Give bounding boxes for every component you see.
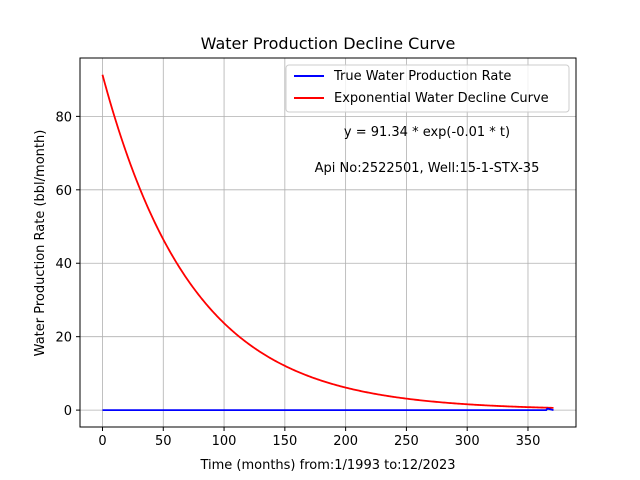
decline-curve-line bbox=[101, 74, 554, 409]
x-tick-label: 350 bbox=[516, 434, 541, 449]
x-tick-label: 100 bbox=[212, 434, 237, 449]
y-axis: 0 20 40 60 80 bbox=[55, 110, 80, 419]
legend-box bbox=[285, 64, 570, 113]
x-tick-label: 0 bbox=[98, 434, 106, 449]
legend-label-decline-curve: Exponential Water Decline Curve bbox=[334, 91, 549, 106]
y-tick-label: 0 bbox=[64, 404, 72, 419]
x-tick-label: 50 bbox=[155, 434, 172, 449]
y-tick-label: 40 bbox=[55, 257, 72, 272]
y-tick-label: 20 bbox=[55, 331, 72, 346]
chart-title: Water Production Decline Curve bbox=[201, 34, 456, 53]
legend: True Water Production Rate Exponential W… bbox=[285, 64, 570, 113]
x-tick-label: 250 bbox=[394, 434, 419, 449]
x-tick-label: 200 bbox=[333, 434, 358, 449]
y-tick-label: 60 bbox=[55, 184, 72, 199]
y-tick-label: 80 bbox=[55, 110, 72, 125]
plot-frame bbox=[79, 57, 577, 428]
series-layer bbox=[101, 74, 554, 412]
x-tick-label: 150 bbox=[272, 434, 297, 449]
x-axis: 0 50 100 150 200 250 300 350 bbox=[98, 427, 540, 449]
well-annotation: Api No:2522501, Well:15-1-STX-35 bbox=[315, 161, 540, 176]
x-tick-label: 300 bbox=[455, 434, 480, 449]
y-axis-label: Water Production Rate (bbl/month) bbox=[33, 130, 48, 357]
legend-label-true-rate: True Water Production Rate bbox=[333, 69, 511, 84]
x-axis-label: Time (months) from:1/1993 to:12/2023 bbox=[199, 458, 455, 473]
equation-annotation: y = 91.34 * exp(-0.01 * t) bbox=[344, 125, 510, 140]
true-rate-line bbox=[102, 407, 554, 412]
